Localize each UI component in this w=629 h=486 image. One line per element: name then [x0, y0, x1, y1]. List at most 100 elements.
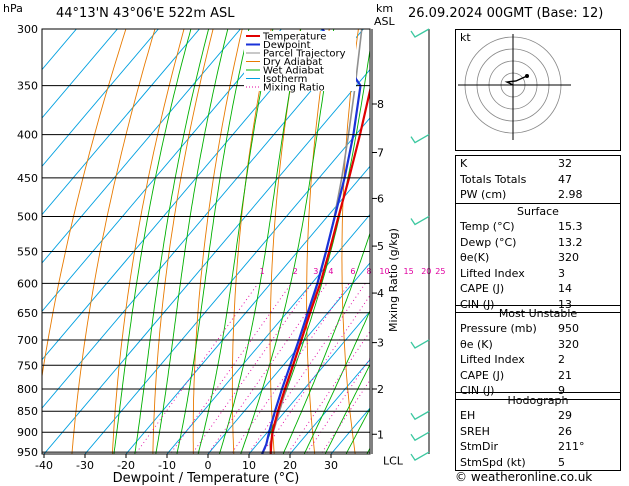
hodograph-table: Hodograph EH 29 SREH 26 StmDir 211° StmSpd … — [455, 392, 621, 471]
mu-row: Pressure (mb) 950 — [460, 322, 579, 335]
wet-adiabat-line — [113, 29, 192, 454]
mixing-ratio-line — [169, 283, 292, 454]
dry-adiabat-line — [111, 29, 185, 454]
pressure-tick-label: 800 — [17, 383, 38, 396]
hodograph-unit: kt — [460, 31, 471, 44]
hodograph-panel: kt — [455, 29, 621, 151]
most-unstable-table: Most Unstable Pressure (mb) 950 θe (K) 320… — [455, 305, 621, 400]
mixing-ratio-line — [247, 283, 366, 454]
plot-frame — [41, 28, 371, 455]
hodo-row: EH 29 — [460, 409, 572, 422]
surface-table: Surface Temp (°C) 15.3 Dewp (°C) 13.2 θe(K… — [455, 203, 621, 313]
legend-label: Wet Adiabat — [263, 66, 324, 77]
wind-barb — [410, 451, 430, 461]
isotherm-line — [42, 29, 241, 264]
pressure-tick-label: 900 — [17, 426, 38, 439]
mixing-ratio-label: 1 — [260, 267, 265, 276]
isotherm-line — [42, 29, 118, 119]
pressure-tick-label: 600 — [17, 277, 38, 290]
dry-adiabat-line — [152, 29, 214, 454]
hodograph-table-title: Hodograph — [507, 394, 569, 407]
wet-adiabat-line — [176, 29, 250, 454]
mixing-ratio-label: 3 — [313, 267, 318, 276]
surface-row: θe(K) 320 — [460, 251, 579, 264]
isotherm-line — [42, 29, 77, 71]
mixing-ratio-label: 2 — [293, 267, 298, 276]
km-tick-label: 2 — [377, 383, 384, 396]
isotherm-line — [248, 310, 370, 454]
isotherm-line — [42, 29, 200, 216]
wet-adiabat-line — [134, 29, 210, 454]
x-tick-label: 30 — [324, 459, 338, 472]
mixing-ratio-label: 6 — [350, 267, 355, 276]
pressure-tick-label: 700 — [17, 334, 38, 347]
x-tick-label: -10 — [158, 459, 176, 472]
wind-barb — [410, 431, 430, 442]
x-tick-label: 0 — [205, 459, 212, 472]
mixing-ratio-label: 10 — [379, 267, 389, 276]
isotherm-line — [207, 262, 370, 454]
km-tick-label: 6 — [377, 192, 384, 205]
pressure-tick-label: 750 — [17, 359, 38, 372]
km-tick-label: 7 — [377, 146, 384, 159]
surface-row: CAPE (J) 14 — [460, 282, 572, 295]
indices-table: K 32 Totals Totals 47 PW (cm) 2.98 — [455, 155, 621, 204]
hpa-unit-label: hPa — [3, 2, 23, 15]
hodo-row: StmSpd (kt) 5 — [460, 455, 565, 469]
mixing-ratio-line — [135, 283, 259, 454]
wet-adiabat-line — [324, 363, 370, 454]
x-tick-label: -40 — [35, 459, 53, 472]
surface-row: Temp (°C) 15.3 — [460, 220, 583, 233]
surface-row: Lifted Index 3 — [460, 266, 565, 280]
wet-adiabat-line — [282, 231, 370, 454]
pressure-tick-label: 850 — [17, 405, 38, 418]
wet-adiabat-line — [218, 29, 302, 454]
lcl-label: LCL — [383, 454, 404, 467]
pressure-tick-label: 350 — [17, 80, 38, 93]
hodograph-endpoint — [525, 74, 529, 78]
km-tick-label: 3 — [377, 337, 384, 350]
mixing-ratio-label: 4 — [328, 267, 333, 276]
km-tick-label: 1 — [377, 428, 384, 441]
index-row: PW (cm) 2.98 — [460, 188, 583, 201]
hodograph-trace — [504, 75, 528, 86]
mixing-ratio-axis-label: Mixing Ratio (g/kg) — [387, 228, 400, 332]
legend-label: Dewpoint — [263, 40, 311, 51]
km-tick-label: 5 — [377, 240, 384, 253]
surface-row: Dewp (°C) 13.2 — [460, 235, 583, 249]
isotherm-line — [42, 29, 282, 313]
isotherm-line — [289, 358, 370, 454]
wet-adiabat-line — [240, 29, 335, 454]
isotherm-line — [166, 213, 370, 454]
wind-barb — [410, 28, 430, 38]
km-tick-label: 8 — [377, 98, 384, 111]
wind-barb — [410, 134, 430, 144]
dry-adiabat-line — [620, 29, 629, 456]
mixing-ratio-line — [261, 294, 370, 454]
x-axis-label: Dewpoint / Temperature (°C) — [113, 471, 300, 486]
x-tick-label: 10 — [242, 459, 256, 472]
pressure-tick-label: 450 — [17, 172, 38, 185]
x-tick-label: -20 — [117, 459, 135, 472]
wind-barb — [410, 410, 430, 421]
location-title: 44°13'N 43°06'E 522m ASL — [56, 6, 235, 21]
wet-adiabat-line — [155, 29, 229, 454]
pressure-tick-label: 400 — [17, 129, 38, 142]
dry-adiabat-line — [71, 29, 156, 454]
datetime-title: 26.09.2024 00GMT (Base: 12) — [408, 6, 604, 21]
mixing-ratio-label: 25 — [435, 267, 445, 276]
wind-barb — [410, 339, 430, 349]
dry-adiabat-line — [409, 29, 436, 456]
isotherm-line — [125, 165, 370, 454]
wet-adiabat-line — [197, 29, 274, 454]
pressure-tick-label: 500 — [17, 210, 38, 223]
legend-label: Temperature — [262, 32, 326, 43]
dry-adiabat-line — [42, 29, 127, 379]
mixing-ratio-label: 20 — [421, 267, 431, 276]
mu-row: θe (K) 320 — [460, 337, 579, 351]
index-row: Totals Totals 47 — [460, 172, 572, 186]
hodograph-plot — [458, 34, 571, 140]
mu-row: Lifted Index 2 — [460, 353, 565, 366]
isotherm-line — [84, 117, 370, 454]
